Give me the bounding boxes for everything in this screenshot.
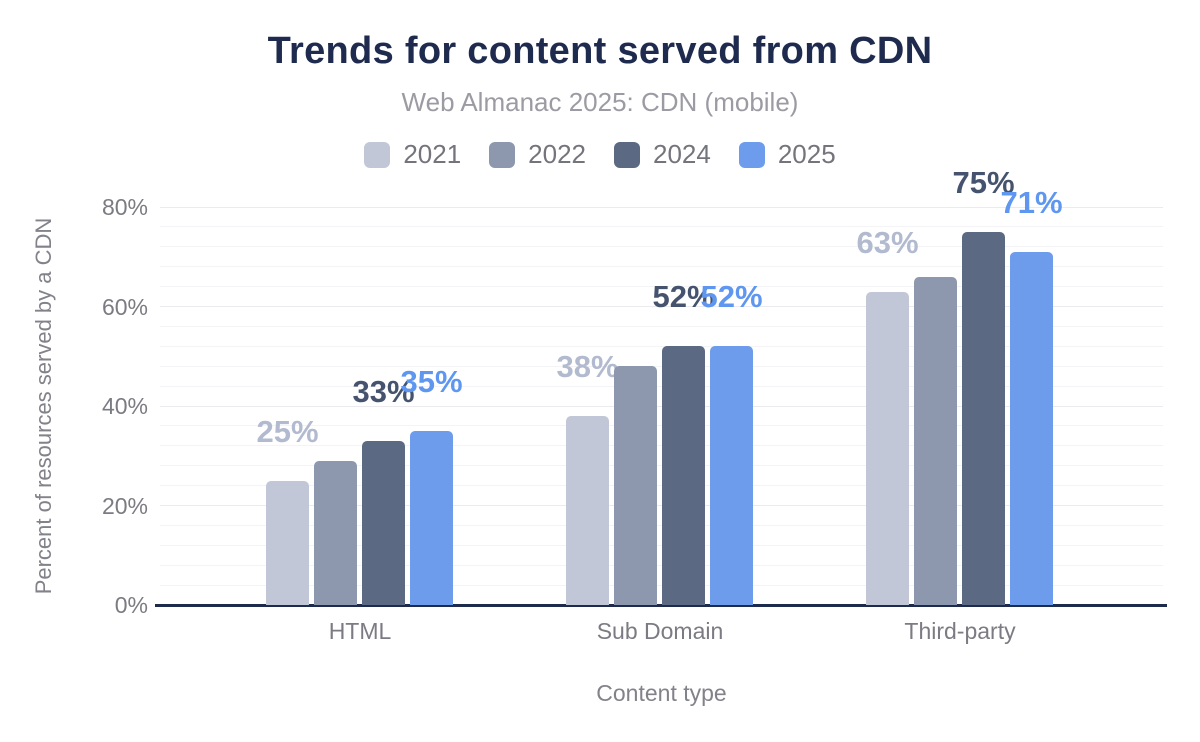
bar-2025-sub-domain[interactable] [710,346,753,605]
y-tick-label-20: 20% [101,492,148,519]
bar-value-label-2024-sub-domain: 52% [652,279,715,315]
bar-2021-html[interactable] [266,480,309,605]
legend-label-2021: 2021 [403,139,462,169]
bar-2022-html[interactable] [314,460,357,605]
chart-subtitle: Web Almanac 2025: CDN (mobile) [401,87,799,117]
bar-2024-sub-domain[interactable] [662,346,705,605]
y-tick-label-40: 40% [101,393,148,419]
gridline-20 [160,505,1163,506]
legend-swatch-2022 [489,141,516,168]
bar-value-label-2025-third-party: 71% [1000,184,1063,220]
gridline-44 [160,385,1163,387]
gridline-68 [160,266,1163,268]
legend-swatch-2021 [364,141,391,168]
gridline-76 [160,226,1163,228]
x-axis-label-third-party: Third-party [904,618,1016,644]
bar-value-label-2021-sub-domain: 38% [556,348,619,384]
gridline-12 [160,544,1163,546]
bar-2021-sub-domain[interactable] [566,415,609,605]
bar-2024-third-party[interactable] [962,231,1005,605]
bar-value-label-2025-html: 35% [400,363,463,399]
legend-label-2022: 2022 [528,139,586,169]
gridline-4 [160,584,1163,586]
gridline-80 [160,206,1163,208]
chart-title: Trends for content served from CDN [267,30,933,72]
gridline-8 [160,564,1163,566]
bar-value-label-2024-html: 33% [352,373,415,409]
x-axis-label-html: HTML [328,618,392,644]
legend-item-2021[interactable]: 2021 [364,139,461,170]
x-axis-line [155,604,1167,607]
gridline-24 [160,485,1163,487]
bar-2025-third-party[interactable] [1010,251,1053,605]
gridline-60 [160,306,1163,307]
bar-value-label-2021-html: 25% [256,413,319,449]
gridline-72 [160,246,1163,248]
x-axis-label-sub-domain: Sub Domain [596,618,724,644]
gridline-32 [160,445,1163,447]
legend-swatch-2024 [614,141,640,168]
gridline-56 [160,325,1163,327]
y-axis-title: Percent of resources served by a CDN [31,217,56,595]
legend-label-2025: 2025 [777,139,836,169]
gridline-40 [160,405,1163,407]
legend-item-2025[interactable]: 2025 [738,139,836,170]
legend-item-2022[interactable]: 2022 [489,139,586,170]
y-tick-label-80: 80% [101,194,148,220]
gridline-16 [160,524,1163,526]
gridline-28 [160,465,1163,467]
legend: 2021 2022 2024 2025 [0,139,1200,170]
gridline-64 [160,286,1163,288]
bar-2022-third-party[interactable] [914,276,957,605]
y-tick-label-60: 60% [101,293,148,320]
legend-swatch-2025 [738,141,765,168]
bar-value-label-2021-third-party: 63% [856,224,919,260]
legend-label-2024: 2024 [653,139,711,169]
bar-value-label-2024-third-party: 75% [952,164,1015,200]
bar-2021-third-party[interactable] [866,291,909,605]
bar-value-label-2025-sub-domain: 52% [700,279,763,315]
x-axis-title: Content type [596,680,727,706]
legend-item-2024[interactable]: 2024 [614,139,711,170]
bar-2022-sub-domain[interactable] [614,366,657,605]
y-tick-label-0: 0% [114,592,148,618]
bar-2024-html[interactable] [362,440,405,605]
gridline-48 [160,365,1163,367]
bar-2025-html[interactable] [410,430,453,605]
gridline-52 [160,345,1163,347]
gridline-36 [160,425,1163,427]
